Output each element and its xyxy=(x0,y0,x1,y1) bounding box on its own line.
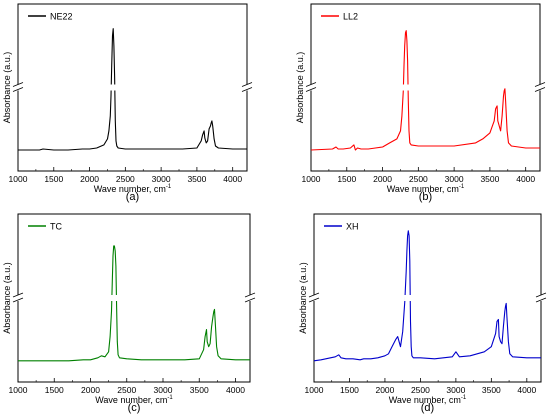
x-tick-label: 3500 xyxy=(190,385,209,395)
panel-caption: (d) xyxy=(421,402,434,414)
x-tick-label: 3000 xyxy=(446,385,465,395)
axis-break-mark xyxy=(12,82,24,87)
axis-break-mark xyxy=(535,292,547,298)
axis-break-mark xyxy=(535,297,547,303)
plot-frame xyxy=(17,213,251,383)
x-tick-label: 2000 xyxy=(373,174,392,184)
chart-panel-4: 1000 1500 2000 2500 3000 3500 4000 Wave number,… xyxy=(298,213,547,414)
axis-break-mark xyxy=(305,82,317,87)
x-tick-label: 2500 xyxy=(411,385,430,395)
axis-break-gap xyxy=(243,84,251,91)
axis-break-mark xyxy=(534,87,546,92)
x-tick-label: 1000 xyxy=(9,174,28,184)
x-axis-label: Wave number, cm-1 xyxy=(94,184,172,194)
axis-break-gap xyxy=(14,295,22,301)
x-tick-label: 3500 xyxy=(480,174,499,184)
axis-break-mark xyxy=(305,87,317,92)
plot-frame xyxy=(17,3,248,172)
axis-break-mark xyxy=(12,87,24,92)
axis-break-mark xyxy=(244,292,256,298)
chart-panel-2: 1000 1500 2000 2500 3000 3500 4000 Wave number,… xyxy=(295,3,546,203)
panel-caption: (a) xyxy=(126,191,139,203)
x-axis-label: Wave number, cm-1 xyxy=(95,395,173,405)
x-tick-label: 1500 xyxy=(337,174,356,184)
x-tick-label: 2000 xyxy=(81,385,100,395)
axis-break-mark xyxy=(308,292,320,298)
x-tick-label: 1000 xyxy=(305,385,324,395)
series-line-TC xyxy=(18,245,250,362)
axis-break-mark xyxy=(241,82,253,87)
y-axis-label: Absorbance (a.u.) xyxy=(295,52,305,124)
x-tick-label: 3000 xyxy=(152,174,171,184)
axis-break-mark xyxy=(241,87,253,92)
x-tick-label: 4000 xyxy=(516,174,535,184)
x-tick-label: 3000 xyxy=(154,385,173,395)
axis-break-mark xyxy=(12,292,24,298)
x-tick-label: 1000 xyxy=(302,174,321,184)
series-break-gap xyxy=(401,84,412,91)
x-tick-label: 3000 xyxy=(445,174,464,184)
axis-break-mark xyxy=(244,297,256,303)
panel-caption: (c) xyxy=(128,402,141,414)
axis-break-mark xyxy=(12,297,24,303)
x-tick-label: 1500 xyxy=(340,385,359,395)
plot-frame xyxy=(313,213,542,383)
chart-panel-3: 1000 1500 2000 2500 3000 3500 4000 Wave number,… xyxy=(2,213,256,414)
chart-panel-1: 1000 1500 2000 2500 3000 3500 4000 Wave number,… xyxy=(2,3,253,203)
axis-break-mark xyxy=(534,82,546,87)
legend-label: XH xyxy=(346,222,359,232)
legend-label: TC xyxy=(50,222,62,232)
x-tick-label: 1000 xyxy=(9,385,28,395)
series-break-gap xyxy=(108,84,119,91)
x-tick-label: 4000 xyxy=(223,174,242,184)
axis-break-gap xyxy=(307,84,315,91)
x-axis-label: Wave number, cm-1 xyxy=(389,395,467,405)
y-axis-label: Absorbance (a.u.) xyxy=(2,262,12,334)
x-tick-label: 2500 xyxy=(116,174,135,184)
series-line-XH xyxy=(313,230,541,362)
y-axis-label: Absorbance (a.u.) xyxy=(2,52,12,124)
axis-break-gap xyxy=(537,295,545,301)
axis-break-gap xyxy=(310,295,318,301)
axis-break-mark xyxy=(308,297,320,303)
series-break-gap xyxy=(110,295,120,301)
x-tick-label: 2000 xyxy=(80,174,99,184)
series-break-gap xyxy=(404,295,414,301)
panel-caption: (b) xyxy=(419,191,432,203)
x-tick-label: 2000 xyxy=(375,385,394,395)
x-tick-label: 3500 xyxy=(187,174,206,184)
x-tick-label: 2500 xyxy=(117,385,136,395)
x-tick-label: 3500 xyxy=(482,385,501,395)
axis-break-gap xyxy=(246,295,254,301)
x-tick-label: 4000 xyxy=(226,385,245,395)
legend-label: LL2 xyxy=(343,12,358,22)
x-tick-label: 1500 xyxy=(44,174,63,184)
series-line-NE22 xyxy=(18,28,247,151)
legend-label: NE22 xyxy=(50,12,73,22)
series-line-LL2 xyxy=(310,30,540,151)
axis-break-gap xyxy=(14,84,22,91)
y-axis-label: Absorbance (a.u.) xyxy=(298,262,308,334)
x-tick-label: 4000 xyxy=(517,385,536,395)
x-tick-label: 2500 xyxy=(409,174,428,184)
x-tick-label: 1500 xyxy=(45,385,64,395)
axis-break-gap xyxy=(536,84,544,91)
x-axis-label: Wave number, cm-1 xyxy=(387,184,465,194)
